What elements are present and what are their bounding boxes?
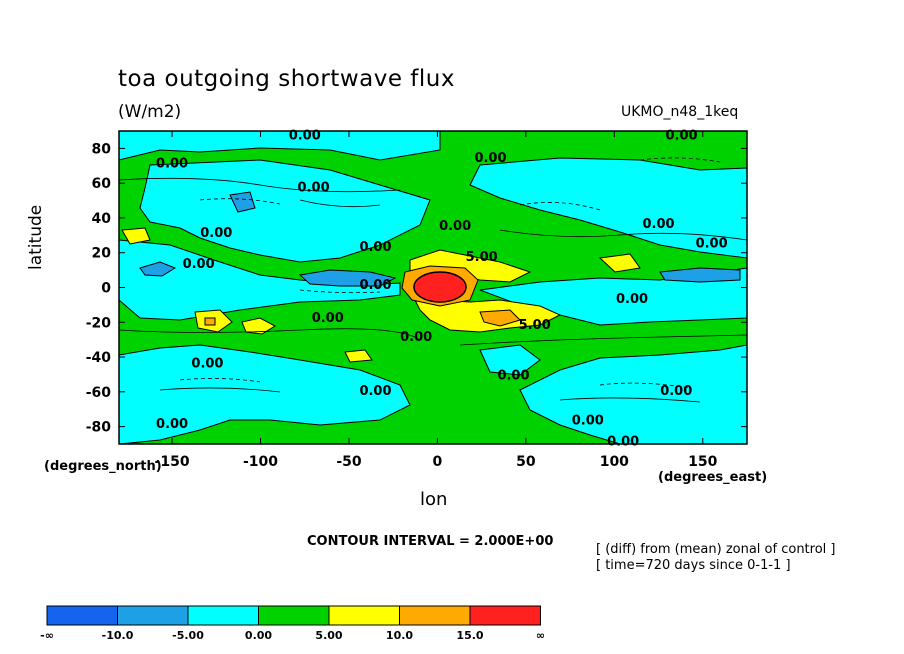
x-tick-label: -100 — [243, 454, 278, 470]
colorbar-label: 15.0 — [456, 629, 483, 642]
colorbar-swatch — [469, 605, 541, 626]
x-tick-label: 50 — [516, 454, 536, 470]
y-tick-label: 60 — [92, 176, 112, 192]
contour-label: 0.00 — [607, 435, 639, 450]
colorbar-label: 5.00 — [315, 629, 342, 642]
colorbar-swatch — [258, 605, 330, 626]
contour-label: 0.00 — [312, 311, 344, 326]
contour-label: 0.00 — [400, 330, 432, 345]
contour-label: 0.00 — [200, 226, 232, 241]
y-tick-label: -60 — [86, 385, 112, 401]
chart-units: (W/m2) — [118, 102, 182, 122]
contour-label: 0.00 — [359, 240, 391, 255]
y-axis-unit: (degrees_north) — [44, 459, 162, 474]
contour-label: 0.00 — [298, 181, 330, 196]
contour-label: 0.00 — [696, 236, 728, 251]
contour-label: 0.00 — [191, 356, 223, 371]
contour-label: 0.00 — [497, 368, 529, 383]
x-axis-unit: (degrees_east) — [658, 470, 768, 485]
contour-label: 0.00 — [660, 384, 692, 399]
y-axis-ticks: 80 60 40 20 0 -20 -40 -60 -80 — [86, 141, 747, 436]
dashed-contours — [179, 157, 721, 389]
y-tick-label: 80 — [92, 141, 112, 157]
contour-label: 0.00 — [289, 128, 321, 143]
contour-label: 0.00 — [572, 414, 604, 429]
contour-label: 0.00 — [616, 292, 648, 307]
x-tick-label: 0 — [433, 454, 443, 470]
colorbar-label: -∞ — [40, 629, 54, 642]
note-diff: [ (diff) from (mean) zonal of control ] — [596, 542, 836, 557]
x-tick-label: -150 — [155, 454, 190, 470]
y-tick-label: 0 — [101, 281, 111, 297]
x-axis-ticks: -150 -100 -50 0 50 100 150 — [155, 131, 718, 470]
contour-label: 0.00 — [156, 156, 188, 171]
contour-label: 0.00 — [643, 217, 675, 232]
contour-label: 0.00 — [183, 257, 215, 272]
contour-label: 0.00 — [474, 151, 506, 166]
contour-label: 0.00 — [439, 219, 471, 234]
y-tick-label: 20 — [92, 246, 112, 262]
contour-label: 0.00 — [666, 128, 698, 143]
colorbar-swatch — [328, 605, 400, 626]
contour-label: 5.00 — [466, 250, 498, 265]
colorbar-label: 10.0 — [386, 629, 413, 642]
colorbar-label: 0.00 — [245, 629, 272, 642]
note-time: [ time=720 days since 0-1-1 ] — [596, 558, 791, 573]
colorbar-label: -5.00 — [172, 629, 204, 642]
contour-label: 0.00 — [156, 417, 188, 432]
y-tick-label: -20 — [86, 315, 112, 331]
plot-field — [119, 131, 747, 444]
contour-interval: CONTOUR INTERVAL = 2.000E+00 — [307, 534, 554, 549]
colorbar-swatch — [117, 605, 189, 626]
colorbar-swatch — [46, 605, 118, 626]
colorbar-swatch — [187, 605, 259, 626]
x-tick-label: -50 — [336, 454, 362, 470]
contour-labels: 0.00 0.000.00 0.000.000.000.000.000.000.00… — [156, 128, 728, 449]
colorbar-label: -10.0 — [102, 629, 134, 642]
y-tick-label: -40 — [86, 350, 112, 366]
y-tick-label: 40 — [92, 211, 112, 227]
colorbar-label: ∞ — [536, 629, 545, 642]
peak-region — [413, 271, 467, 303]
x-tick-label: 100 — [600, 454, 629, 470]
strong-negative-regions — [139, 191, 741, 287]
chart-title: toa outgoing shortwave flux — [118, 66, 455, 92]
contour-label: 0.00 — [359, 384, 391, 399]
contour-label: 0.00 — [359, 278, 391, 293]
contour-label: 5.00 — [519, 318, 551, 333]
model-name: UKMO_n48_1keq — [621, 104, 739, 120]
x-tick-label: 150 — [688, 454, 717, 470]
colorbar: -∞ -10.0 -5.00 0.00 5.00 10.0 15.0 ∞ — [40, 605, 545, 642]
x-axis-label: lon — [420, 489, 448, 510]
colorbar-swatch — [399, 605, 471, 626]
contour-lines — [119, 177, 747, 403]
y-tick-label: -80 — [86, 420, 112, 436]
